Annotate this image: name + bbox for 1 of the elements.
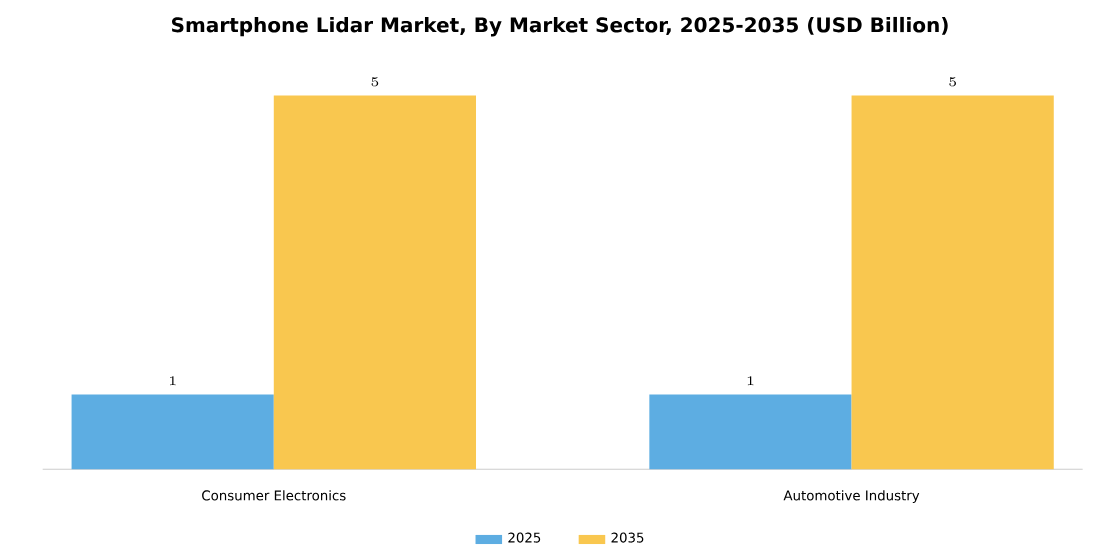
chart-title: Smartphone Lidar Market, By Market Sector, 2025-2035 (USD Billion) — [172, 16, 948, 37]
